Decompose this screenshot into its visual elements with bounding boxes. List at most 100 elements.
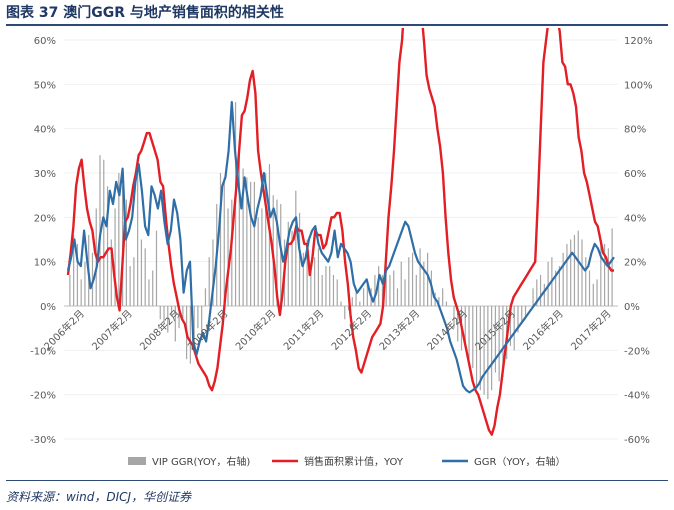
vip-ggr-bar <box>532 288 534 306</box>
vip-ggr-bar <box>298 212 301 306</box>
vip-ggr-bar <box>611 228 613 306</box>
vip-ggr-bar <box>257 217 259 306</box>
vip-ggr-bar <box>193 306 195 351</box>
vip-ggr-bar <box>547 261 549 306</box>
vip-ggr-bar <box>513 306 515 351</box>
vip-ggr-bar <box>144 248 146 306</box>
vip-ggr-bar <box>393 270 395 306</box>
vip-ggr-bar <box>227 208 229 306</box>
vip-ggr-bar <box>133 257 135 306</box>
vip-ggr-bar <box>577 230 579 306</box>
vip-ggr-bar <box>400 261 402 306</box>
left-axis-tick: -30% <box>30 435 56 446</box>
vip-ggr-bar <box>246 177 248 306</box>
vip-ggr-bar <box>453 306 455 329</box>
vip-ggr-bar <box>472 306 474 369</box>
bar-series-vip-ggr <box>69 102 613 400</box>
vip-ggr-bar <box>464 306 466 346</box>
vip-ggr-bar <box>310 261 312 306</box>
vip-ggr-bar <box>302 252 304 306</box>
vip-ggr-bar <box>170 306 173 315</box>
vip-ggr-bar <box>521 306 523 324</box>
vip-ggr-bar <box>498 306 500 382</box>
vip-ggr-bar <box>69 274 71 306</box>
vip-ggr-bar <box>438 297 440 306</box>
vip-ggr-bar <box>306 239 308 306</box>
vip-ggr-bar <box>524 306 527 320</box>
gridlines <box>64 39 618 440</box>
source-note: 资料来源：wind，DICJ，华创证券 <box>6 490 192 504</box>
left-axis-tick: 30% <box>34 169 56 180</box>
vip-ggr-bar <box>600 239 602 306</box>
vip-ggr-bar <box>396 288 399 306</box>
vip-ggr-bar <box>295 190 297 306</box>
vip-ggr-bar <box>445 301 448 306</box>
vip-ggr-bar <box>137 173 139 306</box>
vip-ggr-bar <box>487 306 489 400</box>
vip-ggr-bar <box>475 306 478 386</box>
legend: VIP GGR(YOY，右轴) 销售面积累计值，YOY GGR（YOY，右轴） <box>128 455 565 468</box>
vip-ggr-bar <box>355 292 357 306</box>
x-axis-tick: 2017年2月 <box>568 307 614 353</box>
vip-ggr-bar <box>238 150 240 306</box>
vip-ggr-bar <box>573 235 576 306</box>
vip-ggr-bar <box>321 274 323 306</box>
vip-ggr-bar <box>483 306 485 395</box>
vip-ggr-bar <box>314 257 316 306</box>
vip-ggr-bar <box>366 283 368 306</box>
vip-ggr-bar <box>427 252 429 306</box>
vip-ggr-bar <box>596 279 598 306</box>
vip-ggr-bar <box>374 274 376 306</box>
vip-ggr-bar <box>148 279 150 306</box>
legend-label: 销售面积累计值，YOY <box>304 455 404 468</box>
vip-ggr-bar <box>340 301 342 306</box>
vip-ggr-bar <box>103 159 105 306</box>
right-axis-tick: 100% <box>624 80 653 91</box>
left-axis-tick: -20% <box>30 391 56 402</box>
right-axis: -60% -40% -20% 0% 20% 40% 60% 80% 100% 120% <box>624 36 653 446</box>
vip-ggr-bar <box>362 288 365 306</box>
vip-ggr-bar <box>539 274 542 306</box>
vip-ggr-bar <box>76 243 79 306</box>
vip-ggr-bar <box>197 306 199 329</box>
right-axis-tick: -60% <box>624 435 650 446</box>
vip-ggr-bar <box>208 257 210 306</box>
vip-ggr-bar <box>607 248 609 306</box>
right-axis-tick: 120% <box>624 36 653 47</box>
left-axis-tick: 50% <box>34 80 56 91</box>
x-axis-tick: 2006年2月 <box>41 307 87 353</box>
legend-label: VIP GGR(YOY，右轴) <box>152 455 250 468</box>
vip-ggr-bar <box>449 306 451 307</box>
vip-ggr-bar <box>287 221 289 306</box>
vip-ggr-bar <box>174 306 176 342</box>
vip-ggr-bar <box>517 306 519 333</box>
vip-ggr-bar <box>291 230 293 306</box>
vip-ggr-bar <box>543 283 545 306</box>
x-axis-tick: 2013年2月 <box>376 307 422 353</box>
vip-ggr-bar <box>91 252 94 306</box>
title-divider <box>6 24 668 26</box>
vip-ggr-bar <box>317 248 320 306</box>
left-axis-tick: 60% <box>34 36 56 47</box>
vip-ggr-bar <box>502 306 504 377</box>
vip-ggr-bar <box>73 235 75 306</box>
right-axis-tick: 20% <box>624 258 646 269</box>
figure-title: 图表 37 澳门GGR 与地产销售面积的相关性 <box>6 5 284 21</box>
vip-ggr-bar <box>332 274 335 306</box>
vip-ggr-bar <box>212 239 214 306</box>
vip-ggr-bar <box>178 306 180 329</box>
vip-ggr-bar <box>415 274 417 306</box>
left-axis: -30% -20% -10% 0% 10% 20% 30% 40% 50% 60% <box>30 36 56 446</box>
vip-ggr-bar <box>182 306 184 320</box>
right-axis-tick: 0% <box>624 302 640 313</box>
x-axis-tick: 2007年2月 <box>89 307 135 353</box>
vip-ggr-bar <box>536 279 538 306</box>
vip-ggr-bar <box>152 270 154 306</box>
vip-ggr-bar <box>106 186 109 306</box>
vip-ggr-bar <box>468 306 470 360</box>
vip-ggr-bar <box>163 306 165 324</box>
vip-ggr-bar <box>555 270 557 306</box>
ggr-yoy-line <box>66 100 615 394</box>
chart: -30% -20% -10% 0% 10% 20% 30% 40% 50% 60% -60% -40… <box>30 28 653 468</box>
